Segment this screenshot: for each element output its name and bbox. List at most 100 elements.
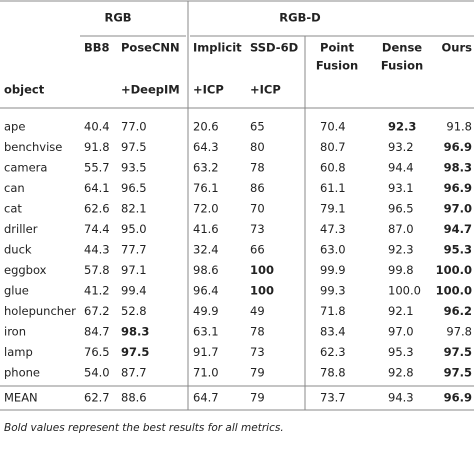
row-label: benchvise [4,140,62,154]
column-header: Ours [442,41,473,55]
cell: 76.5 [84,345,110,359]
cell: 100 [250,284,274,298]
cell: 94.4 [388,161,414,175]
cell: 32.4 [193,243,219,257]
cell: 64.3 [193,140,219,154]
cell: 73.7 [320,391,346,405]
cell: 63.0 [320,243,346,257]
column-header: Implicit [193,41,242,55]
cell: 78.8 [320,366,346,380]
row-label: ape [4,120,25,134]
cell: 47.3 [320,222,346,236]
cell: 93.2 [388,140,414,154]
column-subheader: +ICP [193,83,224,97]
cell: 80 [250,140,265,154]
group-header: RGB-D [279,11,320,25]
column-header: BB8 [84,41,110,55]
cell: 78 [250,161,265,175]
group-header: RGB [104,11,131,25]
cell: 87.7 [121,366,147,380]
cell: 96.4 [193,284,219,298]
cell: 62.3 [320,345,346,359]
cell: 92.8 [388,366,414,380]
cell: 64.1 [84,181,110,195]
cell: 92.3 [388,120,416,134]
cell: 100 [250,263,274,277]
cell: 93.1 [388,181,414,195]
footnote: Bold values represent the best results f… [4,422,284,434]
cell: 100.0 [436,284,472,298]
cell: 88.6 [121,391,147,405]
row-label: phone [4,366,40,380]
cell: 82.1 [121,202,147,216]
column-header: Fusion [381,59,423,73]
column-header: object [4,83,45,97]
cell: 84.7 [84,325,110,339]
column-header: SSD-6D [250,41,298,55]
column-subheader: +DeepIM [121,83,180,97]
cell: 72.0 [193,202,219,216]
cell: 97.5 [121,140,147,154]
cell: 92.3 [388,243,414,257]
column-header: PoseCNN [121,41,180,55]
cell: 79.1 [320,202,346,216]
cell: 79 [250,391,265,405]
cell: 96.5 [121,181,147,195]
cell: 96.5 [388,202,414,216]
cell: 98.6 [193,263,219,277]
cell: 61.1 [320,181,346,195]
cell: 70.4 [320,120,346,134]
cell: 79 [250,366,265,380]
cell: 66 [250,243,265,257]
cell: 62.6 [84,202,110,216]
cell: 92.1 [388,304,414,318]
cell: 83.4 [320,325,346,339]
cell: 78 [250,325,265,339]
cell: 49.9 [193,304,219,318]
cell: 97.5 [444,366,472,380]
cell: 86 [250,181,265,195]
cell: 73 [250,222,265,236]
cell: 70 [250,202,265,216]
row-label: lamp [4,345,33,359]
cell: 57.8 [84,263,110,277]
row-label: eggbox [4,263,47,277]
row-label: iron [4,325,26,339]
cell: 97.0 [388,325,414,339]
cell: 98.3 [121,325,149,339]
cell: 91.7 [193,345,219,359]
cell: 74.4 [84,222,110,236]
cell: 20.6 [193,120,219,134]
cell: 41.2 [84,284,110,298]
cell: 60.8 [320,161,346,175]
cell: 87.0 [388,222,414,236]
cell: 96.2 [444,304,472,318]
cell: 63.1 [193,325,219,339]
cell: 80.7 [320,140,346,154]
cell: 91.8 [84,140,110,154]
row-label: duck [4,243,32,257]
cell: 54.0 [84,366,110,380]
cell: 99.3 [320,284,346,298]
column-subheader: +ICP [250,83,281,97]
row-label: cat [4,202,22,216]
cell: 77.7 [121,243,147,257]
cell: 100.0 [388,284,421,298]
cell: 44.3 [84,243,110,257]
cell: 96.9 [444,140,472,154]
cell: 97.5 [444,345,472,359]
cell: 67.2 [84,304,110,318]
cell: 76.1 [193,181,219,195]
cell: 96.9 [444,181,472,195]
cell: 55.7 [84,161,110,175]
cell: 97.8 [446,325,472,339]
cell: 100.0 [436,263,472,277]
cell: 65 [250,120,265,134]
cell: 73 [250,345,265,359]
cell: 52.8 [121,304,147,318]
row-label: MEAN [4,391,38,405]
row-label: driller [4,222,38,236]
row-label: glue [4,284,29,298]
cell: 71.0 [193,366,219,380]
column-header: Fusion [316,59,358,73]
